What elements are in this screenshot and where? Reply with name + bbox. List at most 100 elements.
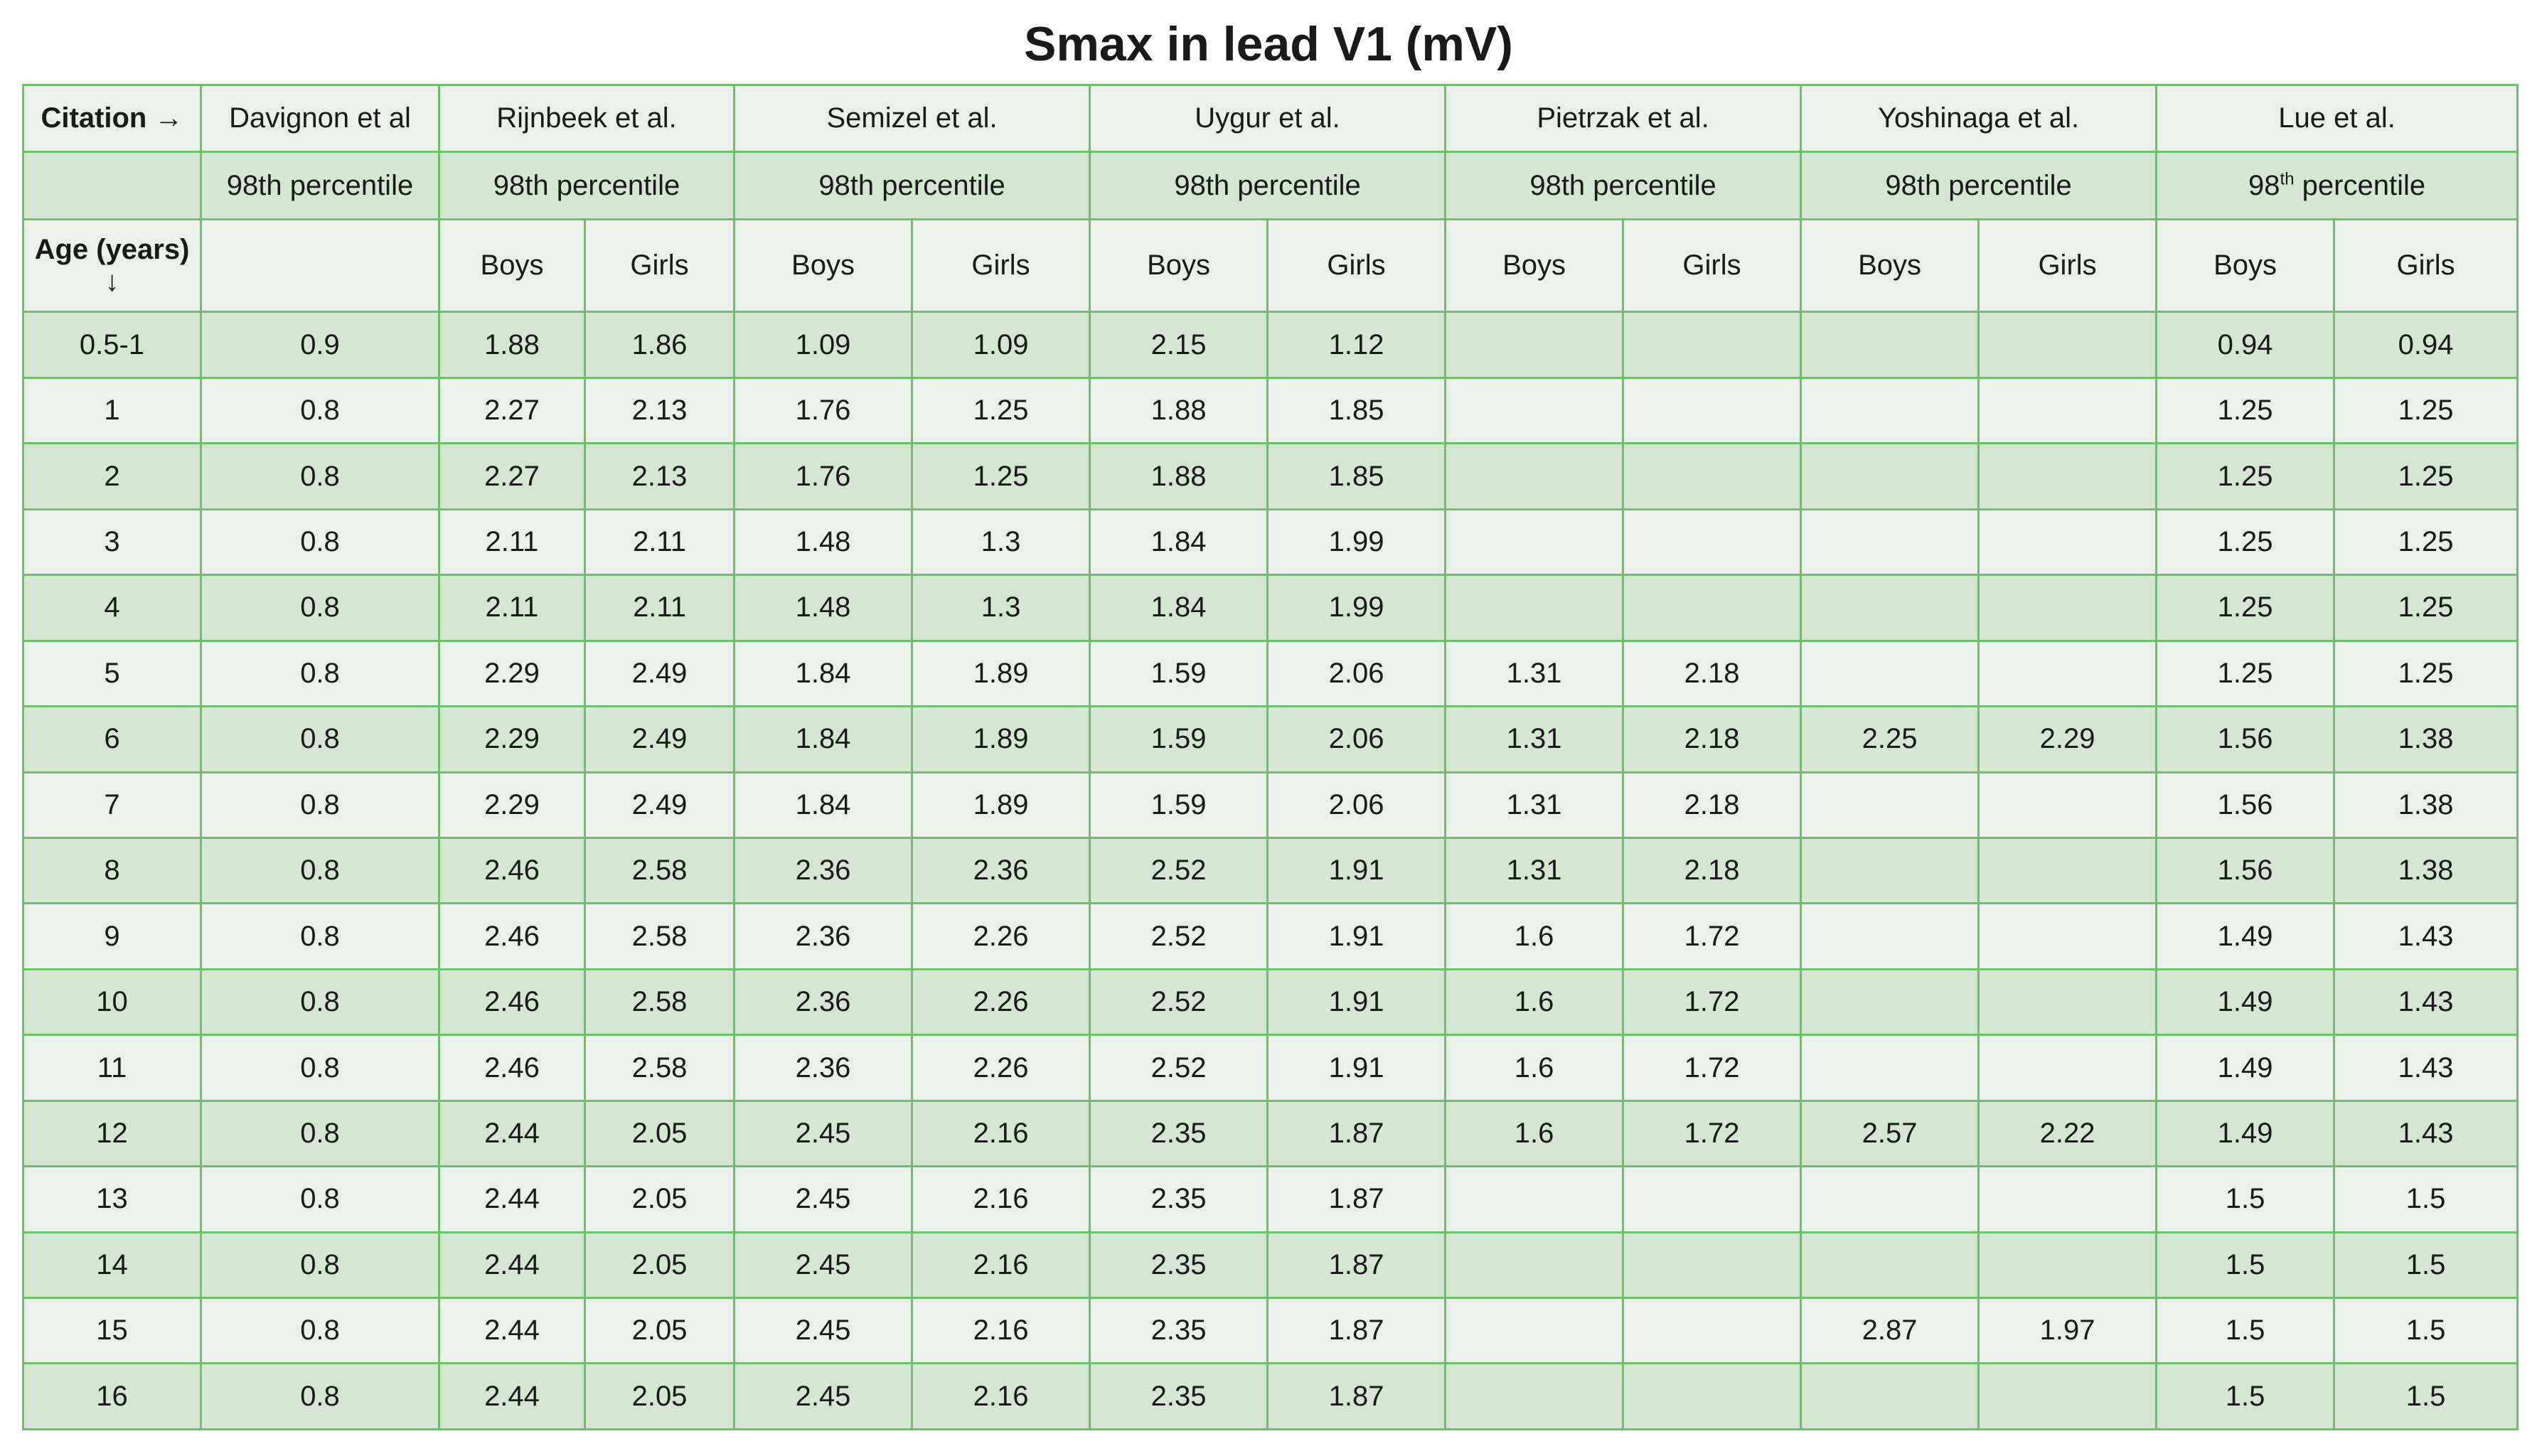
table-row: 0.5-1 0.9 1.88 1.86 1.09 1.09 2.15 1.12 0.94 0.94 [22, 311, 2519, 379]
davignon-cell: 0.8 [200, 574, 440, 642]
page-title: Smax in lead V1 (mV) [1024, 17, 1513, 71]
value-cell: 1.84 [733, 639, 914, 708]
value-cell [1622, 508, 1802, 577]
value-cell: 2.27 [438, 442, 586, 510]
value-cell: 1.43 [2333, 902, 2519, 970]
value-cell [1800, 311, 1980, 379]
table-row: 6 0.8 2.29 2.49 1.84 1.89 1.59 2.06 1.31 2.18 2.25… [22, 705, 2519, 774]
age-label: Age (years) [34, 234, 190, 266]
citation-davignon: Davignon et al [200, 83, 440, 154]
value-cell: 2.16 [911, 1231, 1091, 1300]
value-cell: 1.89 [911, 771, 1091, 839]
citation-pietrzak: Pietrzak et al. [1444, 83, 1802, 154]
value-cell: 1.43 [2333, 1099, 2519, 1168]
value-cell: 2.87 [1800, 1297, 1980, 1365]
value-cell: 1.59 [1089, 639, 1269, 708]
value-cell [1977, 639, 2158, 708]
value-cell: 1.31 [1444, 639, 1625, 708]
value-cell [1800, 442, 1980, 510]
header-row-percentile: 98th percentile 98th percentile 98th per… [22, 151, 2519, 220]
value-cell: 2.46 [438, 968, 586, 1037]
value-cell: 1.59 [1089, 771, 1269, 839]
value-cell [1444, 1297, 1625, 1365]
value-cell: 2.26 [911, 902, 1091, 970]
value-cell: 2.58 [583, 1034, 736, 1102]
age-cell: 8 [22, 836, 202, 905]
value-cell: 1.49 [2155, 968, 2336, 1037]
value-cell [1977, 508, 2158, 577]
smax-table-container: Citation → Davignon et al Rijnbeek et al… [22, 83, 2519, 1430]
sex-header-girls: Girls [911, 218, 1091, 314]
value-cell: 2.58 [583, 836, 736, 905]
table-row: 5 0.8 2.29 2.49 1.84 1.89 1.59 2.06 1.31 2.18 1.25… [22, 639, 2519, 708]
value-cell: 2.18 [1622, 705, 1802, 774]
table-row: 15 0.8 2.44 2.05 2.45 2.16 2.35 1.87 2.87 1.97 1.5… [22, 1297, 2519, 1365]
value-cell [1622, 376, 1802, 445]
percentile-corner [22, 151, 202, 220]
value-cell: 2.45 [733, 1362, 914, 1430]
value-cell: 1.25 [911, 376, 1091, 445]
value-cell: 1.12 [1266, 311, 1447, 379]
value-cell: 1.5 [2155, 1231, 2336, 1300]
value-cell: 1.31 [1444, 705, 1625, 774]
value-cell [1800, 574, 1980, 642]
value-cell: 1.91 [1266, 1034, 1447, 1102]
value-cell [1977, 1165, 2158, 1233]
value-cell: 1.49 [2155, 902, 2336, 970]
table-row: 14 0.8 2.44 2.05 2.45 2.16 2.35 1.87 1.5 1.5 [22, 1231, 2519, 1300]
value-cell [1444, 1362, 1625, 1430]
value-cell: 1.5 [2155, 1297, 2336, 1365]
age-cell: 3 [22, 508, 202, 577]
value-cell: 1.84 [733, 771, 914, 839]
davignon-cell: 0.8 [200, 1034, 440, 1102]
table-row: 12 0.8 2.44 2.05 2.45 2.16 2.35 1.87 1.6 1.72 2.57… [22, 1099, 2519, 1168]
percentile-yoshinaga: 98th percentile [1800, 151, 2158, 220]
value-cell [1622, 1231, 1802, 1300]
value-cell [1444, 442, 1625, 510]
value-cell: 1.72 [1622, 1099, 1802, 1168]
value-cell: 1.48 [733, 574, 914, 642]
value-cell: 1.91 [1266, 902, 1447, 970]
age-cell: 2 [22, 442, 202, 510]
value-cell: 2.35 [1089, 1362, 1269, 1430]
value-cell: 2.35 [1089, 1099, 1269, 1168]
value-cell: 1.89 [911, 705, 1091, 774]
value-cell: 2.29 [1977, 705, 2158, 774]
value-cell [1977, 902, 2158, 970]
value-cell [1800, 1231, 1980, 1300]
lue-percentile-sup: th [2280, 169, 2295, 189]
value-cell: 1.43 [2333, 1034, 2519, 1102]
value-cell: 2.27 [438, 376, 586, 445]
value-cell: 1.89 [911, 639, 1091, 708]
value-cell: 1.91 [1266, 836, 1447, 905]
value-cell: 1.59 [1089, 705, 1269, 774]
value-cell: 2.06 [1266, 639, 1447, 708]
age-cell: 1 [22, 376, 202, 445]
value-cell: 2.52 [1089, 1034, 1269, 1102]
davignon-cell: 0.8 [200, 968, 440, 1037]
value-cell [1800, 376, 1980, 445]
value-cell [1444, 1165, 1625, 1233]
percentile-rijnbeek: 98th percentile [437, 151, 736, 220]
value-cell: 1.25 [2155, 442, 2336, 510]
value-cell [1977, 311, 2158, 379]
value-cell: 1.38 [2333, 771, 2519, 839]
davignon-cell: 0.8 [200, 508, 440, 577]
value-cell: 1.3 [911, 574, 1091, 642]
age-cell: 12 [22, 1099, 202, 1168]
value-cell: 2.57 [1800, 1099, 1980, 1168]
davignon-cell: 0.8 [200, 376, 440, 445]
value-cell [1800, 902, 1980, 970]
header-row-sex: Age (years) ↓ Boys Girls Boys Girls Boys Girls… [22, 218, 2519, 314]
value-cell: 1.25 [2155, 639, 2336, 708]
value-cell: 1.6 [1444, 968, 1625, 1037]
citation-uygur: Uygur et al. [1089, 83, 1447, 154]
value-cell: 1.87 [1266, 1099, 1447, 1168]
value-cell [1977, 836, 2158, 905]
value-cell [1444, 1231, 1625, 1300]
table-row: 10 0.8 2.46 2.58 2.36 2.26 2.52 1.91 1.6 1.72 1.49… [22, 968, 2519, 1037]
value-cell: 1.76 [733, 442, 914, 510]
value-cell [1800, 836, 1980, 905]
value-cell: 2.45 [733, 1297, 914, 1365]
age-cell: 0.5-1 [22, 311, 202, 379]
